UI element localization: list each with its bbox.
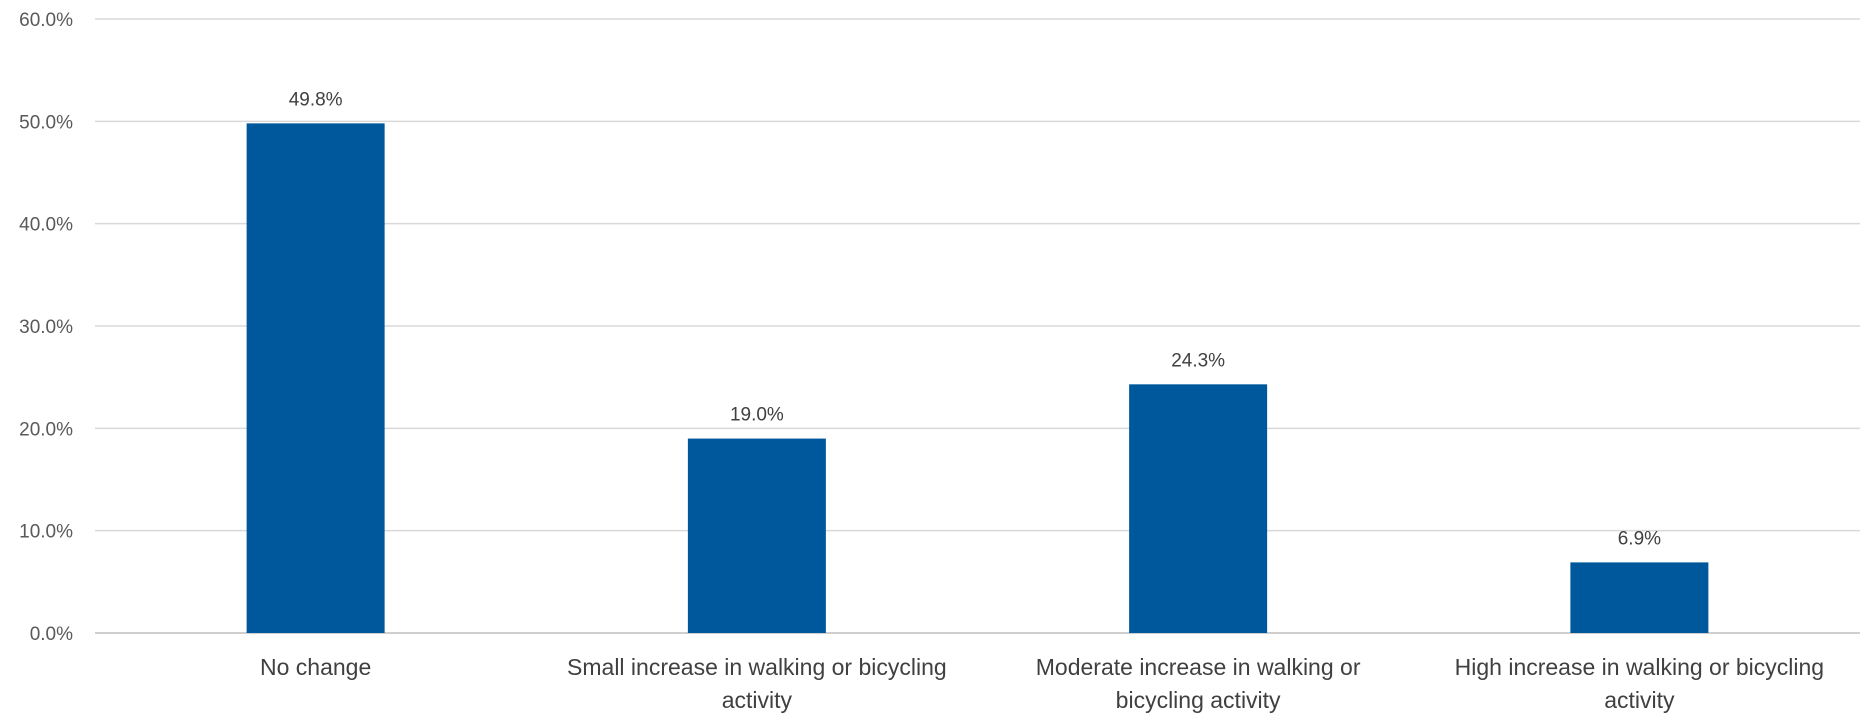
y-axis-tick-labels: 0.0% 10.0% 20.0% 30.0% 40.0% 50.0% 60.0% [19, 10, 73, 645]
bars [246, 123, 1709, 633]
y-tick-label: 40.0% [19, 215, 73, 236]
x-axis-category-labels: No change Small increase in walking or bi… [260, 654, 1824, 713]
gridlines [95, 18, 1860, 634]
y-tick-label: 0.0% [30, 624, 73, 645]
bar [1570, 562, 1709, 633]
data-label: 49.8% [289, 89, 343, 110]
category-label: Moderate increase in walking or bicycling… [1036, 654, 1361, 713]
y-tick-label: 50.0% [19, 112, 73, 133]
data-label: 19.0% [730, 405, 784, 426]
category-label: No change [260, 654, 371, 680]
y-tick-label: 10.0% [19, 522, 73, 543]
category-label: Small increase in walking or bicycling ac… [567, 654, 947, 713]
data-label: 24.3% [1171, 350, 1225, 371]
category-label: High increase in walking or bicycling act… [1455, 654, 1824, 713]
y-tick-label: 30.0% [19, 317, 73, 338]
bar [246, 123, 385, 633]
data-labels: 49.8% 19.0% 24.3% 6.9% [289, 89, 1661, 549]
data-label: 6.9% [1618, 528, 1661, 549]
bar [687, 438, 826, 633]
y-tick-label: 60.0% [19, 10, 73, 31]
y-tick-label: 20.0% [19, 419, 73, 440]
bar [1129, 384, 1268, 633]
